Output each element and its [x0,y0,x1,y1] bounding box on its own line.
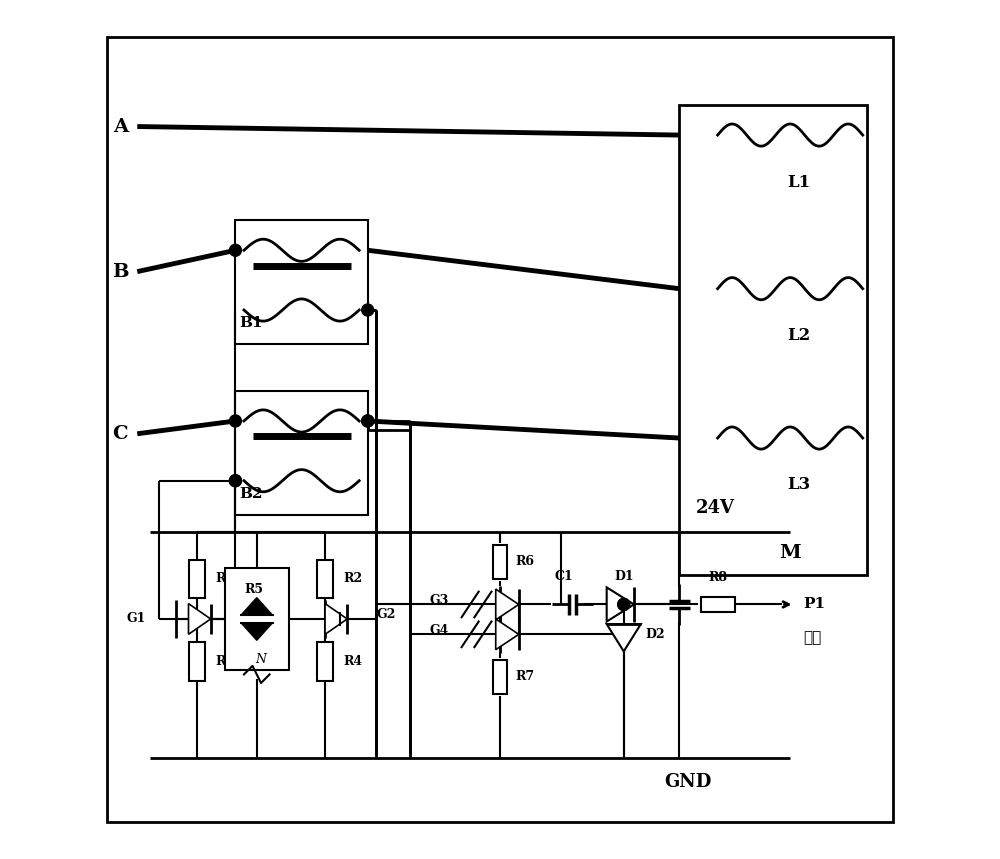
Text: D1: D1 [614,570,634,583]
Text: B: B [112,263,129,281]
Circle shape [229,475,241,487]
Bar [225,568,289,670]
Text: L3: L3 [787,477,810,493]
Text: 输出: 输出 [803,631,821,646]
Text: G1: G1 [126,612,146,625]
Circle shape [229,415,241,427]
Text: C: C [112,424,128,442]
Bar [189,643,205,681]
Bar [493,545,507,579]
Circle shape [618,599,630,611]
Bar [317,560,333,598]
Text: R8: R8 [708,571,727,584]
Polygon shape [241,598,272,615]
Bar [235,221,368,344]
Text: R2: R2 [344,572,363,585]
Text: 24V: 24V [696,498,735,516]
Text: N: N [256,654,267,667]
Text: G3: G3 [430,594,449,606]
Text: B2: B2 [240,486,263,501]
Text: B1: B1 [240,316,263,330]
Polygon shape [607,624,641,651]
Text: R5: R5 [244,582,263,595]
Text: C1: C1 [555,570,573,583]
Text: P1: P1 [803,598,825,612]
Polygon shape [241,624,272,640]
Polygon shape [607,588,634,622]
Text: G4: G4 [429,624,449,637]
Circle shape [362,304,374,316]
Text: R3: R3 [216,655,235,668]
Text: M: M [779,545,801,563]
Text: GND: GND [664,773,711,791]
Bar [235,391,368,515]
Text: D2: D2 [645,628,665,641]
Circle shape [618,599,630,611]
Polygon shape [496,619,519,649]
Text: R6: R6 [515,555,534,569]
Polygon shape [496,589,519,620]
Text: C2: C2 [701,598,719,611]
Circle shape [362,415,374,427]
Circle shape [229,475,241,487]
Circle shape [229,244,241,256]
Text: G2: G2 [376,608,396,621]
Bar [493,660,507,694]
Bar [679,105,867,575]
Circle shape [362,415,374,427]
Text: A: A [113,118,128,136]
Bar [189,560,205,598]
Text: L1: L1 [787,174,810,191]
Text: R1: R1 [216,572,235,585]
Bar [701,597,735,612]
Polygon shape [325,604,347,634]
Text: R7: R7 [515,671,534,684]
Polygon shape [188,604,211,634]
Text: R4: R4 [344,655,363,668]
Text: L2: L2 [787,327,810,344]
Bar [317,643,333,681]
